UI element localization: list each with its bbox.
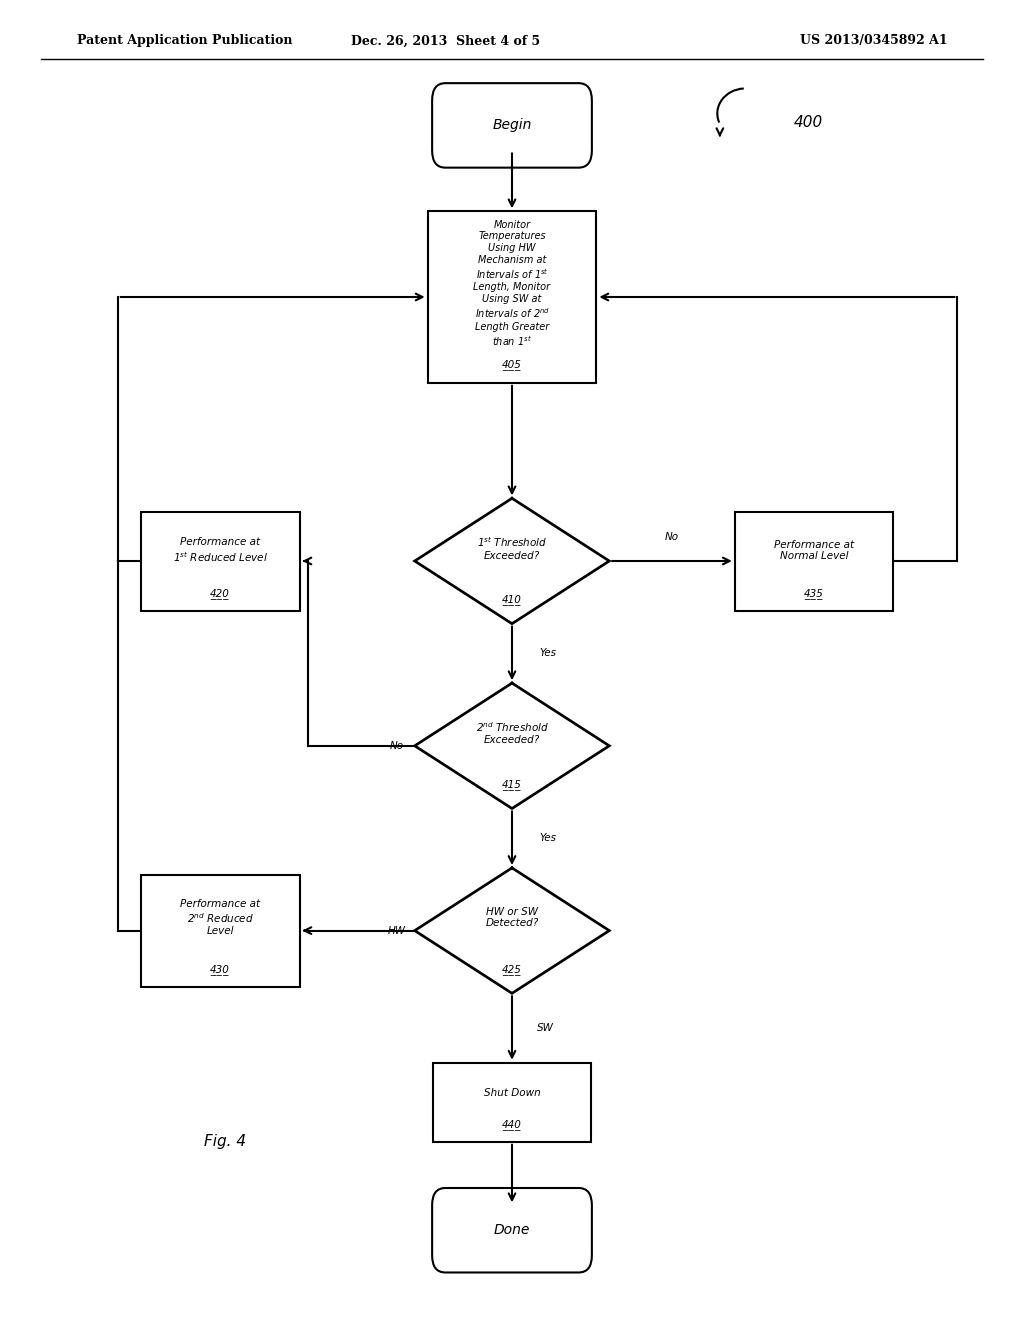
Text: US 2013/0345892 A1: US 2013/0345892 A1	[800, 34, 947, 48]
Text: 4̲2̲5̲: 4̲2̲5̲	[502, 964, 522, 975]
Text: Patent Application Publication: Patent Application Publication	[77, 34, 292, 48]
Text: 4̲0̲5̲: 4̲0̲5̲	[502, 359, 522, 370]
Text: Performance at
1$^{st}$ Reduced Level: Performance at 1$^{st}$ Reduced Level	[173, 537, 267, 564]
Text: 4̲1̲5̲: 4̲1̲5̲	[502, 779, 522, 791]
Text: Yes: Yes	[540, 648, 556, 659]
Text: HW or SW
Detected?: HW or SW Detected?	[485, 907, 539, 928]
Text: Begin: Begin	[493, 119, 531, 132]
FancyBboxPatch shape	[432, 83, 592, 168]
Text: No: No	[389, 741, 403, 751]
Text: 400: 400	[794, 115, 823, 131]
Polygon shape	[415, 499, 609, 624]
Text: 4̲3̲5̲: 4̲3̲5̲	[804, 587, 824, 599]
Text: Done: Done	[494, 1224, 530, 1237]
Polygon shape	[415, 869, 609, 993]
FancyBboxPatch shape	[432, 1188, 592, 1272]
Text: Shut Down: Shut Down	[483, 1088, 541, 1098]
Text: Monitor
Temperatures
Using HW
Mechanism at
Intervals of 1$^{st}$
Length, Monitor: Monitor Temperatures Using HW Mechanism …	[473, 219, 551, 348]
Polygon shape	[415, 684, 609, 808]
Text: 2$^{nd}$ Threshold
Exceeded?: 2$^{nd}$ Threshold Exceeded?	[475, 719, 549, 746]
Bar	[141, 874, 299, 987]
Text: SW: SW	[538, 1023, 554, 1034]
Text: 4̲4̲0̲: 4̲4̲0̲	[502, 1119, 522, 1130]
Text: 4̲2̲0̲: 4̲2̲0̲	[210, 587, 230, 599]
Text: Fig. 4: Fig. 4	[204, 1134, 247, 1150]
Text: 1$^{st}$ Threshold
Exceeded?: 1$^{st}$ Threshold Exceeded?	[477, 535, 547, 561]
Text: Yes: Yes	[540, 833, 556, 843]
Text: 4̲1̲0̲: 4̲1̲0̲	[502, 594, 522, 606]
Bar	[141, 511, 299, 610]
Text: Performance at
2$^{nd}$ Reduced
Level: Performance at 2$^{nd}$ Reduced Level	[180, 899, 260, 936]
Text: 4̲3̲0̲: 4̲3̲0̲	[210, 964, 230, 975]
Bar	[428, 211, 596, 383]
Text: Performance at
Normal Level: Performance at Normal Level	[774, 540, 854, 561]
Text: No: No	[665, 532, 679, 543]
Text: Dec. 26, 2013  Sheet 4 of 5: Dec. 26, 2013 Sheet 4 of 5	[351, 34, 540, 48]
Bar	[735, 511, 893, 610]
Bar	[432, 1063, 592, 1142]
Text: HW: HW	[387, 925, 406, 936]
